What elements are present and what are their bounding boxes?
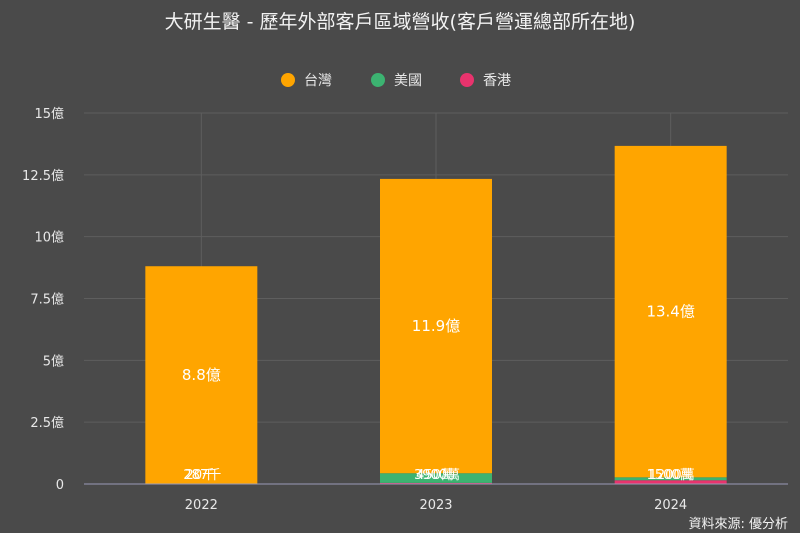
source-note: 資料來源: 優分析 (688, 517, 788, 532)
y-tick-label: 0 (56, 478, 64, 493)
bar-segment (380, 473, 492, 483)
legend-label: 美國 (394, 73, 422, 89)
data-label: 1500萬 (647, 468, 693, 483)
legend-swatch (460, 73, 474, 87)
y-tick-label: 5億 (43, 353, 64, 369)
legend: 台灣 美國 香港 (281, 73, 511, 89)
x-tick-label: 2024 (654, 498, 687, 513)
bar-segment (380, 178, 492, 474)
data-label: 8.8億 (182, 366, 221, 384)
bar-segment (614, 480, 727, 484)
y-tick-label: 2.5億 (30, 415, 64, 431)
x-tick-label: 2023 (419, 498, 452, 513)
x-axis: 2022 2023 2024 (84, 483, 788, 513)
y-tick-label: 15億 (34, 106, 64, 122)
bar-segment (614, 477, 727, 481)
bar-segment (145, 266, 258, 484)
bar-segment (614, 145, 727, 478)
data-label: 20千 (186, 468, 216, 483)
y-axis: 0 2.5億 5億 7.5億 10億 12.5億 15億 (22, 106, 64, 493)
legend-label: 台灣 (304, 73, 332, 89)
y-tick-label: 12.5億 (22, 168, 64, 184)
legend-swatch (371, 73, 385, 87)
data-label: 1200萬 (649, 468, 695, 483)
data-label: 287千 (183, 468, 221, 483)
data-label: 13.4億 (646, 303, 694, 321)
chart-title: 大研生醫 - 歷年外部客戶區域營收(客戶營運總部所在地) (165, 11, 636, 33)
data-label: 450萬 (416, 468, 454, 483)
legend-swatch (281, 73, 295, 87)
y-tick-label: 10億 (34, 230, 64, 246)
bar-segment (380, 482, 492, 484)
y-tick-label: 7.5億 (30, 292, 64, 308)
data-label: 11.9億 (412, 317, 460, 335)
x-tick-label: 2022 (185, 498, 218, 513)
legend-label: 香港 (483, 73, 511, 89)
data-label: 3900萬 (414, 468, 460, 483)
